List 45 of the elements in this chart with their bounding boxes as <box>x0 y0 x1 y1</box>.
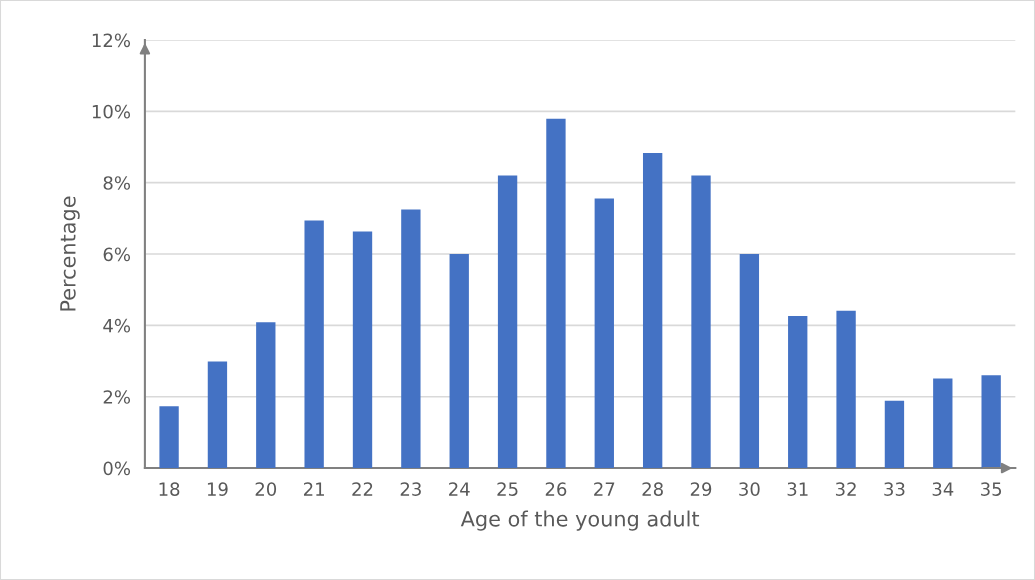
bar <box>836 310 856 469</box>
bar <box>352 231 373 469</box>
y-tick-label: 6% <box>103 247 131 262</box>
bar <box>884 400 905 469</box>
x-tick-label: 19 <box>207 482 228 496</box>
bar <box>304 220 324 469</box>
bar <box>497 175 518 469</box>
bar <box>981 375 1001 469</box>
x-tick-label: 18 <box>159 482 180 496</box>
bar <box>739 254 760 469</box>
y-tick-label: 2% <box>103 390 131 404</box>
bar <box>207 361 228 469</box>
y-tick-label: 12% <box>92 33 131 48</box>
x-tick-label: 32 <box>835 482 856 496</box>
bar <box>594 198 614 469</box>
bar <box>256 322 276 469</box>
x-axis-title: Age of the young adult <box>460 510 700 531</box>
y-tick-label: 8% <box>103 176 131 190</box>
x-tick-label: 30 <box>739 482 760 496</box>
bar <box>642 153 663 469</box>
bar <box>691 175 711 469</box>
bar <box>933 378 953 469</box>
x-tick-label: 34 <box>932 482 954 496</box>
bar <box>159 406 179 469</box>
x-tick-label: 33 <box>884 482 905 496</box>
bar <box>546 118 566 469</box>
bar <box>788 316 808 469</box>
x-tick-label: 24 <box>449 482 470 496</box>
y-axis-title: Percentage <box>60 196 80 311</box>
bar <box>401 209 421 469</box>
y-tick-label: 0% <box>103 461 131 476</box>
x-tick-label: 25 <box>497 482 518 496</box>
x-tick-label: 29 <box>690 482 712 496</box>
y-tick-label: 10% <box>92 104 131 119</box>
x-tick-label: 35 <box>981 482 1002 496</box>
x-tick-label: 23 <box>400 482 421 496</box>
x-tick-label: 27 <box>594 482 615 496</box>
x-tick-label: 26 <box>545 482 567 496</box>
y-tick-label: 4% <box>103 318 131 333</box>
x-tick-label: 22 <box>352 482 373 496</box>
x-tick-label: 20 <box>255 482 277 496</box>
bar <box>449 254 469 469</box>
x-tick-label: 28 <box>642 482 663 496</box>
x-tick-label: 31 <box>787 482 808 496</box>
x-tick-label: 21 <box>303 482 324 496</box>
